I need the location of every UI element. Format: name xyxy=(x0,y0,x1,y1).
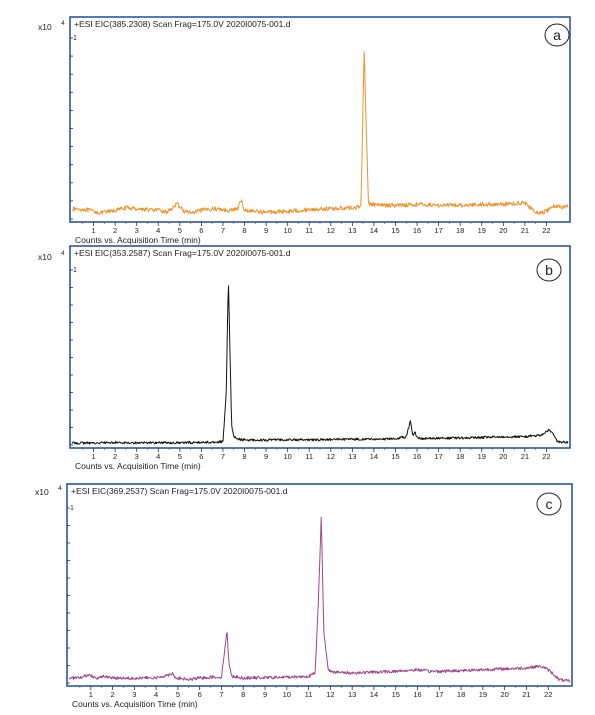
x-tick-label: 19 xyxy=(478,226,486,235)
x-tick-label: 4 xyxy=(154,690,158,699)
panel-letter-circle xyxy=(544,23,570,47)
x-tick-label: 14 xyxy=(370,452,378,461)
x-tick-label: 5 xyxy=(178,226,182,235)
x-tick-label: 16 xyxy=(413,690,421,699)
x-axis-label: Counts vs. Acquisition Time (min) xyxy=(75,235,201,245)
chromatogram-trace xyxy=(71,285,569,445)
x-tick-label: 20 xyxy=(500,690,508,699)
x-tick-label: 1 xyxy=(91,226,95,235)
x-tick-label: 10 xyxy=(283,452,291,461)
x-tick-label: 11 xyxy=(305,690,313,699)
x-tick-label: 8 xyxy=(241,690,245,699)
x-tick-label: 21 xyxy=(521,452,529,461)
x-tick-label: 12 xyxy=(326,690,334,699)
x-tick-label: 12 xyxy=(327,452,335,461)
panel-letter-circle xyxy=(536,492,562,516)
x-tick-label: 21 xyxy=(522,690,530,699)
panel-letter-circle xyxy=(536,258,562,282)
x-tick-label: 13 xyxy=(348,452,356,461)
x-tick-label: 3 xyxy=(135,226,139,235)
x-tick-label: 3 xyxy=(132,690,136,699)
x-tick-label: 9 xyxy=(264,452,268,461)
x-tick-label: 17 xyxy=(435,690,443,699)
panel-letter: b xyxy=(545,262,553,278)
panel-header: +ESI EIC(385.2308) Scan Frag=175.0V 2020… xyxy=(74,19,291,29)
x-tick-label: 15 xyxy=(392,690,400,699)
x-tick-label: 3 xyxy=(135,452,139,461)
x-tick-label: 15 xyxy=(391,226,399,235)
y-tick-label: 1 xyxy=(70,505,74,512)
panel-frame xyxy=(66,483,573,687)
chart-panel-a: +ESI EIC(385.2308) Scan Frag=175.0V 2020… xyxy=(38,16,571,245)
panel-header: +ESI EIC(369.2537) Scan Frag=175.0V 2020… xyxy=(71,486,288,496)
x-tick-label: 6 xyxy=(199,226,203,235)
x-tick-label: 18 xyxy=(456,226,464,235)
x-tick-label: 10 xyxy=(283,690,291,699)
chart-panel-b: +ESI EIC(353.2587) Scan Frag=175.0V 2020… xyxy=(38,245,571,471)
x-tick-label: 9 xyxy=(264,226,268,235)
panel-letter: c xyxy=(546,496,553,512)
x-tick-label: 8 xyxy=(242,452,246,461)
x-tick-label: 19 xyxy=(479,690,487,699)
x-tick-label: 6 xyxy=(198,690,202,699)
x-tick-label: 10 xyxy=(283,226,291,235)
x-tick-label: 11 xyxy=(305,226,313,235)
x-tick-label: 4 xyxy=(156,452,160,461)
x-axis-label: Counts vs. Acquisition Time (min) xyxy=(72,699,198,709)
panel-letter: a xyxy=(553,27,561,43)
x-tick-label: 7 xyxy=(219,690,223,699)
x-tick-label: 13 xyxy=(348,226,356,235)
x-tick-label: 17 xyxy=(434,226,442,235)
x-tick-label: 17 xyxy=(434,452,442,461)
x-tick-label: 4 xyxy=(156,226,160,235)
x-tick-label: 1 xyxy=(89,690,93,699)
x-tick-label: 18 xyxy=(456,452,464,461)
x-tick-label: 2 xyxy=(110,690,114,699)
x-tick-label: 8 xyxy=(242,226,246,235)
x-tick-label: 7 xyxy=(221,226,225,235)
panel-header: +ESI EIC(353.2587) Scan Frag=175.0V 2020… xyxy=(74,248,291,258)
x-tick-label: 5 xyxy=(176,690,180,699)
x-tick-label: 18 xyxy=(457,690,465,699)
y-exponent-power: 4 xyxy=(61,250,65,257)
x-tick-label: 19 xyxy=(478,452,486,461)
x-tick-label: 5 xyxy=(178,452,182,461)
x-tick-label: 6 xyxy=(199,452,203,461)
panel-frame xyxy=(69,245,571,449)
x-tick-label: 16 xyxy=(413,452,421,461)
y-exponent-power: 4 xyxy=(58,485,62,492)
x-tick-label: 20 xyxy=(499,452,507,461)
x-tick-label: 13 xyxy=(348,690,356,699)
x-tick-label: 2 xyxy=(113,226,117,235)
y-exponent-label: x10 xyxy=(38,252,52,262)
x-tick-label: 15 xyxy=(391,452,399,461)
chromatogram-trace xyxy=(68,516,571,683)
x-tick-label: 22 xyxy=(544,690,552,699)
x-tick-label: 22 xyxy=(542,452,550,461)
x-tick-label: 21 xyxy=(521,226,529,235)
x-axis-label: Counts vs. Acquisition Time (min) xyxy=(75,461,201,471)
chart-panel-c: +ESI EIC(369.2537) Scan Frag=175.0V 2020… xyxy=(35,483,573,709)
x-tick-label: 9 xyxy=(263,690,267,699)
x-tick-label: 14 xyxy=(370,690,378,699)
x-tick-label: 12 xyxy=(327,226,335,235)
y-tick-label: 1 xyxy=(73,35,77,42)
y-exponent-label: x10 xyxy=(35,487,49,497)
x-tick-label: 1 xyxy=(91,452,95,461)
y-exponent-power: 4 xyxy=(61,20,65,27)
chromatogram-trace xyxy=(71,51,569,215)
x-tick-label: 16 xyxy=(413,226,421,235)
x-tick-label: 2 xyxy=(113,452,117,461)
x-tick-label: 14 xyxy=(370,226,378,235)
x-tick-label: 7 xyxy=(221,452,225,461)
x-tick-label: 11 xyxy=(305,452,313,461)
x-tick-label: 20 xyxy=(499,226,507,235)
y-tick-label: 1 xyxy=(73,267,77,274)
x-tick-label: 22 xyxy=(542,226,550,235)
y-exponent-label: x10 xyxy=(38,22,52,32)
panel-frame xyxy=(69,16,571,223)
